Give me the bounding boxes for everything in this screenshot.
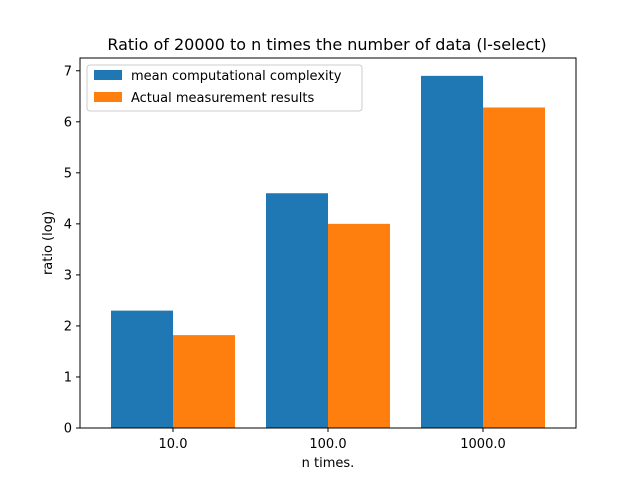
x-tick-label-1: 100.0	[309, 437, 346, 452]
legend-box	[86, 64, 363, 112]
legend-swatch-actual-measurement-results	[94, 92, 122, 102]
y-tick-label-5: 5	[64, 166, 72, 181]
y-tick-label-4: 4	[64, 217, 72, 232]
bars-group	[111, 75, 545, 429]
legend-label-mean-computational-complexity: mean computational complexity	[131, 69, 342, 84]
chart-title: Ratio of 20000 to n times the number of …	[107, 35, 546, 54]
y-tick-label-3: 3	[64, 268, 72, 283]
legend-label-actual-measurement-results: Actual measurement results	[131, 91, 314, 106]
legend-swatch-mean-computational-complexity	[94, 70, 122, 80]
x-tick-label-0: 10.0	[159, 437, 188, 452]
y-tick-label-6: 6	[64, 115, 72, 130]
plot-frame	[79, 57, 577, 429]
y-tick-label-2: 2	[64, 319, 72, 334]
bar-series-0-100-0	[266, 193, 328, 428]
y-tick-label-0: 0	[64, 422, 72, 437]
bar-series-0-10-0	[111, 310, 173, 428]
legend: mean computational complexity Actual mea…	[86, 64, 363, 112]
x-axis-ticks: 10.0 100.0 1000.0	[159, 428, 506, 452]
x-tick-label-2: 1000.0	[460, 437, 506, 452]
bar-series-0-1000-0	[421, 75, 483, 429]
y-axis-ticks: 0 1 2 3 4 5 6 7	[64, 64, 80, 437]
x-axis-label: n times.	[302, 456, 355, 471]
bar-series-1-1000-0	[483, 107, 545, 428]
y-axis-label: ratio (log)	[41, 211, 56, 275]
bar-series-1-100-0	[328, 223, 390, 428]
bar-series-1-10-0	[173, 335, 235, 428]
y-tick-label-1: 1	[64, 370, 72, 385]
y-tick-label-7: 7	[64, 64, 72, 79]
